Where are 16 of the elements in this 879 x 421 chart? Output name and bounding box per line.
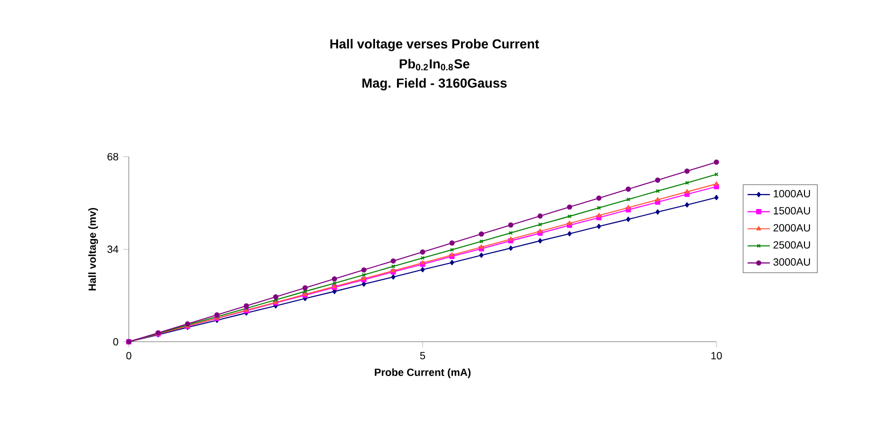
y-axis-title: Hall voltage (mv) — [88, 208, 98, 290]
x-tick-label: 0 — [126, 352, 132, 360]
legend-label: 3000AU — [773, 258, 810, 266]
text: Mag. Field - 3160Gauss — [362, 78, 507, 90]
legend-label: 1000AU — [774, 190, 810, 198]
x-tick-label: 10 — [711, 352, 722, 360]
legend-label: 2500AU — [774, 241, 810, 249]
legend-label: 2000AU — [774, 224, 810, 232]
legend-label: 1500AU — [774, 206, 810, 214]
chart-subtitle: Pb$_{0.2}$In$_{0.8}$Se — [400, 58, 470, 70]
chart-title: Hall voltage verses Probe Current — [330, 38, 540, 52]
y-tick-label: 0 — [113, 338, 118, 346]
x-tick-label: 5 — [420, 352, 426, 360]
x-axis-title: Probe Current (mA) — [374, 368, 471, 378]
y-tick-label: 34 — [107, 245, 118, 253]
y-tick-label: 68 — [108, 152, 118, 160]
